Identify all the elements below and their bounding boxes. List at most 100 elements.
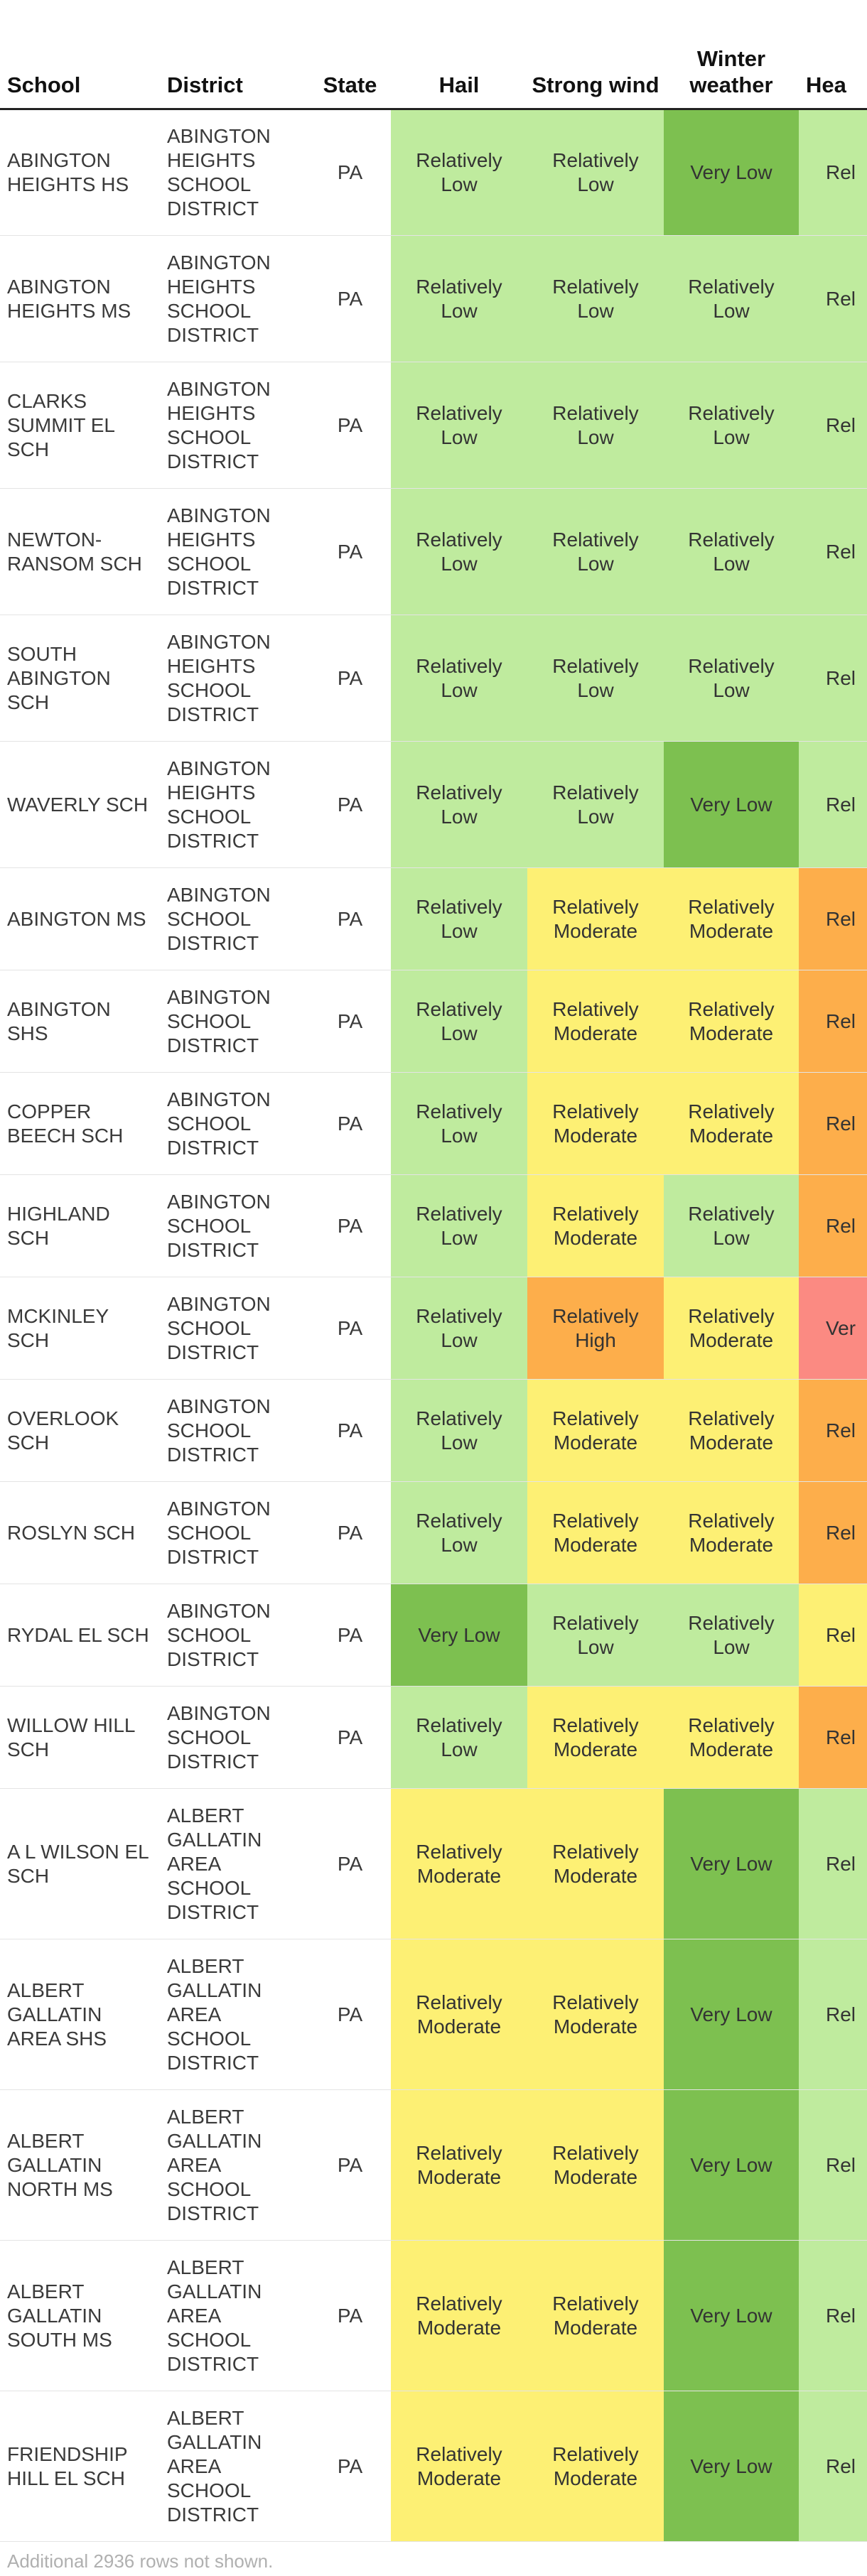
heat-risk-cell: Rel [799,109,867,236]
hail-risk-cell: Relatively Low [391,109,527,236]
school-cell: WAVERLY SCH [0,741,160,868]
column-header-strong-wind[interactable]: Strong wind [527,0,664,110]
hail-risk-cell: Relatively Low [391,741,527,868]
strong-wind-risk-cell: Relatively Moderate [527,1939,664,2090]
winter-weather-risk-cell: Very Low [664,2391,799,2542]
district-cell: ABINGTON SCHOOL DISTRICT [160,1174,309,1277]
table-row: NEWTON-RANSOM SCH ABINGTON HEIGHTS SCHOOL… [0,488,867,615]
district-cell: ALBERT GALLATIN AREA SCHOOL DISTRICT [160,1939,309,2090]
district-cell: ALBERT GALLATIN AREA SCHOOL DISTRICT [160,2089,309,2241]
hail-risk-cell: Relatively Low [391,1174,527,1277]
strong-wind-risk-cell: Relatively Moderate [527,2089,664,2241]
strong-wind-risk-cell: Relatively Moderate [527,1686,664,1789]
school-cell: FRIENDSHIP HILL EL SCH [0,2391,160,2542]
district-cell: ABINGTON SCHOOL DISTRICT [160,1481,309,1584]
heat-risk-cell: Ver [799,1277,867,1380]
table-row: ABINGTON SHS ABINGTON SCHOOL DISTRICT PA Re… [0,970,867,1073]
table-row: ALBERT GALLATIN SOUTH MS ALBERT GALLATIN … [0,2240,867,2391]
strong-wind-risk-cell: Relatively Moderate [527,867,664,970]
school-cell: OVERLOOK SCH [0,1379,160,1482]
district-cell: ABINGTON HEIGHTS SCHOOL DISTRICT [160,362,309,489]
heat-risk-cell: Rel [799,741,867,868]
column-header-school[interactable]: School [0,0,160,110]
school-cell: ABINGTON HEIGHTS MS [0,235,160,362]
heat-risk-cell: Rel [799,1174,867,1277]
winter-weather-risk-cell: Very Low [664,1939,799,2090]
table-row: COPPER BEECH SCH ABINGTON SCHOOL DISTRICT… [0,1072,867,1175]
strong-wind-risk-cell: Relatively Moderate [527,1174,664,1277]
state-cell: PA [309,1686,391,1789]
heat-risk-cell: Rel [799,2089,867,2241]
column-header-winter-weather[interactable]: Winter weather [664,0,799,110]
hail-risk-cell: Relatively Moderate [391,2391,527,2542]
table-row: SOUTH ABINGTON SCH ABINGTON HEIGHTS SCHOO… [0,615,867,742]
school-cell: RYDAL EL SCH [0,1584,160,1687]
state-cell: PA [309,1584,391,1687]
table-body: ABINGTON HEIGHTS HS ABINGTON HEIGHTS SCHO… [0,109,867,2542]
state-cell: PA [309,2089,391,2241]
school-cell: WILLOW HILL SCH [0,1686,160,1789]
column-header-heat[interactable]: Hea [799,0,867,110]
column-header-state[interactable]: State [309,0,391,110]
heat-risk-cell: Rel [799,867,867,970]
strong-wind-risk-cell: Relatively Low [527,362,664,489]
hail-risk-cell: Relatively Low [391,1481,527,1584]
winter-weather-risk-cell: Relatively Low [664,488,799,615]
school-cell: NEWTON-RANSOM SCH [0,488,160,615]
winter-weather-risk-cell: Relatively Moderate [664,1686,799,1789]
header-row: School District State Hail Strong wind W… [0,0,867,110]
district-cell: ALBERT GALLATIN AREA SCHOOL DISTRICT [160,2240,309,2391]
state-cell: PA [309,488,391,615]
winter-weather-risk-cell: Very Low [664,741,799,868]
table-row: OVERLOOK SCH ABINGTON SCHOOL DISTRICT PA Re… [0,1379,867,1482]
district-cell: ALBERT GALLATIN AREA SCHOOL DISTRICT [160,2391,309,2542]
state-cell: PA [309,1788,391,1939]
winter-weather-risk-cell: Very Low [664,2089,799,2241]
hail-risk-cell: Relatively Moderate [391,2089,527,2241]
strong-wind-risk-cell: Relatively Low [527,741,664,868]
winter-weather-risk-cell: Relatively Low [664,235,799,362]
hail-risk-cell: Relatively Moderate [391,1939,527,2090]
heat-risk-cell: Rel [799,488,867,615]
school-cell: ABINGTON SHS [0,970,160,1073]
strong-wind-risk-cell: Relatively Moderate [527,2391,664,2542]
hail-risk-cell: Relatively Low [391,488,527,615]
table-row: ABINGTON MS ABINGTON SCHOOL DISTRICT PA Rel… [0,867,867,970]
school-cell: COPPER BEECH SCH [0,1072,160,1175]
strong-wind-risk-cell: Relatively Low [527,488,664,615]
heat-risk-cell: Rel [799,2240,867,2391]
state-cell: PA [309,109,391,236]
winter-weather-risk-cell: Very Low [664,2240,799,2391]
district-cell: ABINGTON SCHOOL DISTRICT [160,1379,309,1482]
district-cell: ABINGTON HEIGHTS SCHOOL DISTRICT [160,109,309,236]
heat-risk-cell: Rel [799,970,867,1073]
winter-weather-risk-cell: Relatively Moderate [664,1072,799,1175]
heat-risk-cell: Rel [799,615,867,742]
hail-risk-cell: Relatively Low [391,615,527,742]
table-row: ALBERT GALLATIN AREA SHS ALBERT GALLATIN … [0,1939,867,2090]
heat-risk-cell: Rel [799,2391,867,2542]
hail-risk-cell: Relatively Low [391,1686,527,1789]
table-row: MCKINLEY SCH ABINGTON SCHOOL DISTRICT PA Re… [0,1277,867,1380]
hail-risk-cell: Relatively Low [391,1379,527,1482]
column-header-district[interactable]: District [160,0,309,110]
table-row: HIGHLAND SCH ABINGTON SCHOOL DISTRICT PA Re… [0,1174,867,1277]
district-cell: ABINGTON HEIGHTS SCHOOL DISTRICT [160,488,309,615]
column-header-hail[interactable]: Hail [391,0,527,110]
district-cell: ABINGTON SCHOOL DISTRICT [160,1584,309,1687]
strong-wind-risk-cell: Relatively High [527,1277,664,1380]
heat-risk-cell: Rel [799,1072,867,1175]
school-cell: A L WILSON EL SCH [0,1788,160,1939]
heat-risk-cell: Rel [799,1686,867,1789]
strong-wind-risk-cell: Relatively Moderate [527,2240,664,2391]
state-cell: PA [309,970,391,1073]
table-row: A L WILSON EL SCH ALBERT GALLATIN AREA SC… [0,1788,867,1939]
heat-risk-cell: Rel [799,1788,867,1939]
district-cell: ABINGTON SCHOOL DISTRICT [160,1686,309,1789]
hail-risk-cell: Relatively Low [391,1072,527,1175]
state-cell: PA [309,2240,391,2391]
heat-risk-cell: Rel [799,1584,867,1687]
state-cell: PA [309,1379,391,1482]
district-cell: ABINGTON HEIGHTS SCHOOL DISTRICT [160,235,309,362]
